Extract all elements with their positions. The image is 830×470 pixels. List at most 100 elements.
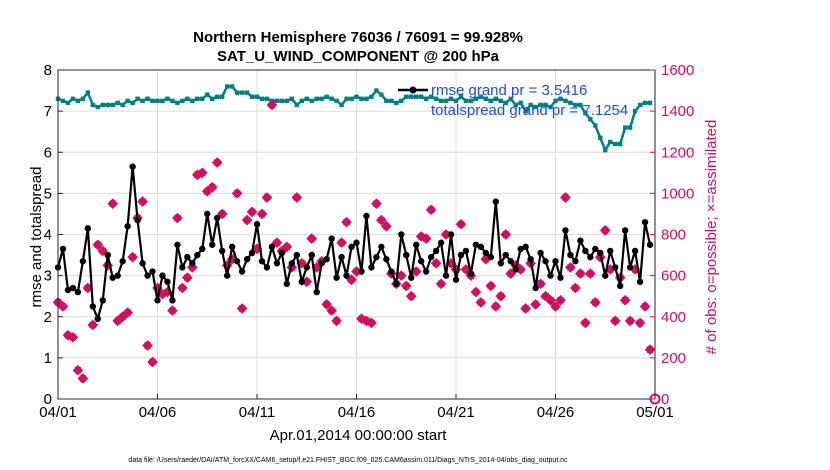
rmse-point — [517, 245, 524, 253]
totalspread-point — [65, 100, 71, 106]
rmse-point — [507, 258, 514, 265]
totalspread-point — [573, 102, 578, 108]
obs-count-point — [520, 303, 531, 314]
rmse-point — [134, 216, 141, 224]
rmse-point — [567, 251, 574, 259]
obs-count-point — [122, 307, 133, 318]
obs-count-point — [609, 315, 621, 327]
totalspread-point — [548, 104, 553, 110]
totalspread-point — [309, 98, 314, 104]
totalspread-point — [498, 98, 503, 104]
rmse-point — [626, 264, 634, 271]
obs-count-point — [565, 262, 576, 273]
totalspread-point — [334, 98, 339, 104]
totalspread-point — [473, 96, 479, 101]
rmse-point — [383, 255, 390, 263]
left-y-tick-label: 7 — [44, 103, 52, 120]
totalspread-point — [642, 100, 648, 106]
obs-count-point — [435, 278, 447, 290]
rmse-point — [223, 272, 231, 279]
totalspread-point — [409, 94, 414, 99]
obs-count-point — [361, 315, 372, 327]
totalspread-point — [145, 96, 150, 101]
totalspread-point — [249, 94, 255, 99]
totalspread-point — [394, 100, 399, 106]
totalspread-point — [538, 102, 543, 108]
rmse-point — [338, 253, 345, 261]
x-tick-label: 04/26 — [537, 404, 575, 421]
rmse-point — [283, 280, 291, 288]
obs-count-point — [580, 317, 591, 329]
obs-count-point — [395, 270, 407, 281]
rmse-point — [233, 258, 241, 265]
rmse-point — [432, 247, 440, 255]
rmse-point — [199, 245, 206, 253]
rmse-point — [547, 272, 554, 279]
obs-count-point — [475, 297, 487, 308]
totalspread-point — [637, 102, 643, 108]
rmse-point — [179, 264, 186, 271]
totalspread-point — [608, 139, 613, 145]
totalspread-point — [224, 84, 230, 89]
totalspread-point — [284, 98, 290, 104]
rmse-point — [378, 243, 385, 251]
chart-title: Northern Hemisphere 76036 / 76091 = 99.9… — [193, 29, 523, 46]
rmse-point — [417, 258, 425, 265]
obs-count-point — [97, 245, 109, 257]
obs-count-point — [470, 286, 482, 298]
rmse-point — [641, 218, 649, 226]
left-y-tick-label: 2 — [44, 309, 52, 326]
rmse-point — [328, 235, 335, 242]
totalspread-point — [279, 98, 285, 104]
rmse-point — [313, 288, 320, 296]
rmse-point — [482, 249, 490, 257]
rmse-point — [278, 249, 286, 257]
rmse-point — [218, 247, 226, 255]
obs-count-point — [500, 229, 512, 240]
totalspread-point — [60, 98, 66, 104]
obs-count-point — [381, 220, 392, 232]
totalspread-series — [55, 84, 653, 153]
totalspread-point — [518, 100, 523, 106]
totalspread-point — [414, 94, 419, 99]
obs-count-point — [346, 274, 357, 286]
totalspread-point — [593, 123, 598, 128]
rmse-point — [612, 264, 619, 271]
rmse-point — [69, 284, 77, 292]
rmse-point — [462, 247, 470, 255]
totalspread-point — [229, 84, 235, 89]
rmse-point — [84, 225, 92, 232]
obs-count-point — [87, 319, 99, 331]
obs-count-point — [634, 317, 646, 329]
totalspread-point — [165, 96, 170, 101]
obs-count-point — [216, 208, 228, 220]
legend-spread-label: totalspread grand pr = 7.1254 — [431, 102, 628, 119]
rmse-point — [437, 239, 445, 246]
totalspread-point — [289, 96, 295, 101]
rmse-point — [393, 280, 400, 288]
rmse-point — [358, 268, 365, 275]
rmse-point — [373, 253, 380, 261]
rmse-point — [472, 241, 480, 248]
totalspread-point — [215, 94, 220, 99]
totalspread-point — [339, 102, 344, 108]
totalspread-point — [170, 98, 175, 104]
totalspread-point — [349, 96, 354, 101]
totalspread-point — [513, 102, 518, 108]
rmse-point — [582, 247, 589, 255]
rmse-point — [258, 258, 266, 265]
obs-count-point — [535, 278, 546, 290]
rmse-point — [403, 251, 410, 259]
totalspread-point — [120, 102, 125, 108]
obs-count-point — [575, 268, 586, 279]
rmse-point — [253, 221, 261, 228]
totalspread-point — [503, 100, 508, 106]
totalspread-point — [399, 98, 404, 104]
totalspread-point — [150, 98, 155, 104]
rmse-point — [527, 255, 534, 263]
rmse-point — [238, 268, 246, 275]
obs-count-point — [246, 206, 258, 218]
obs-count-point — [231, 188, 243, 199]
rmse-point — [308, 251, 315, 259]
